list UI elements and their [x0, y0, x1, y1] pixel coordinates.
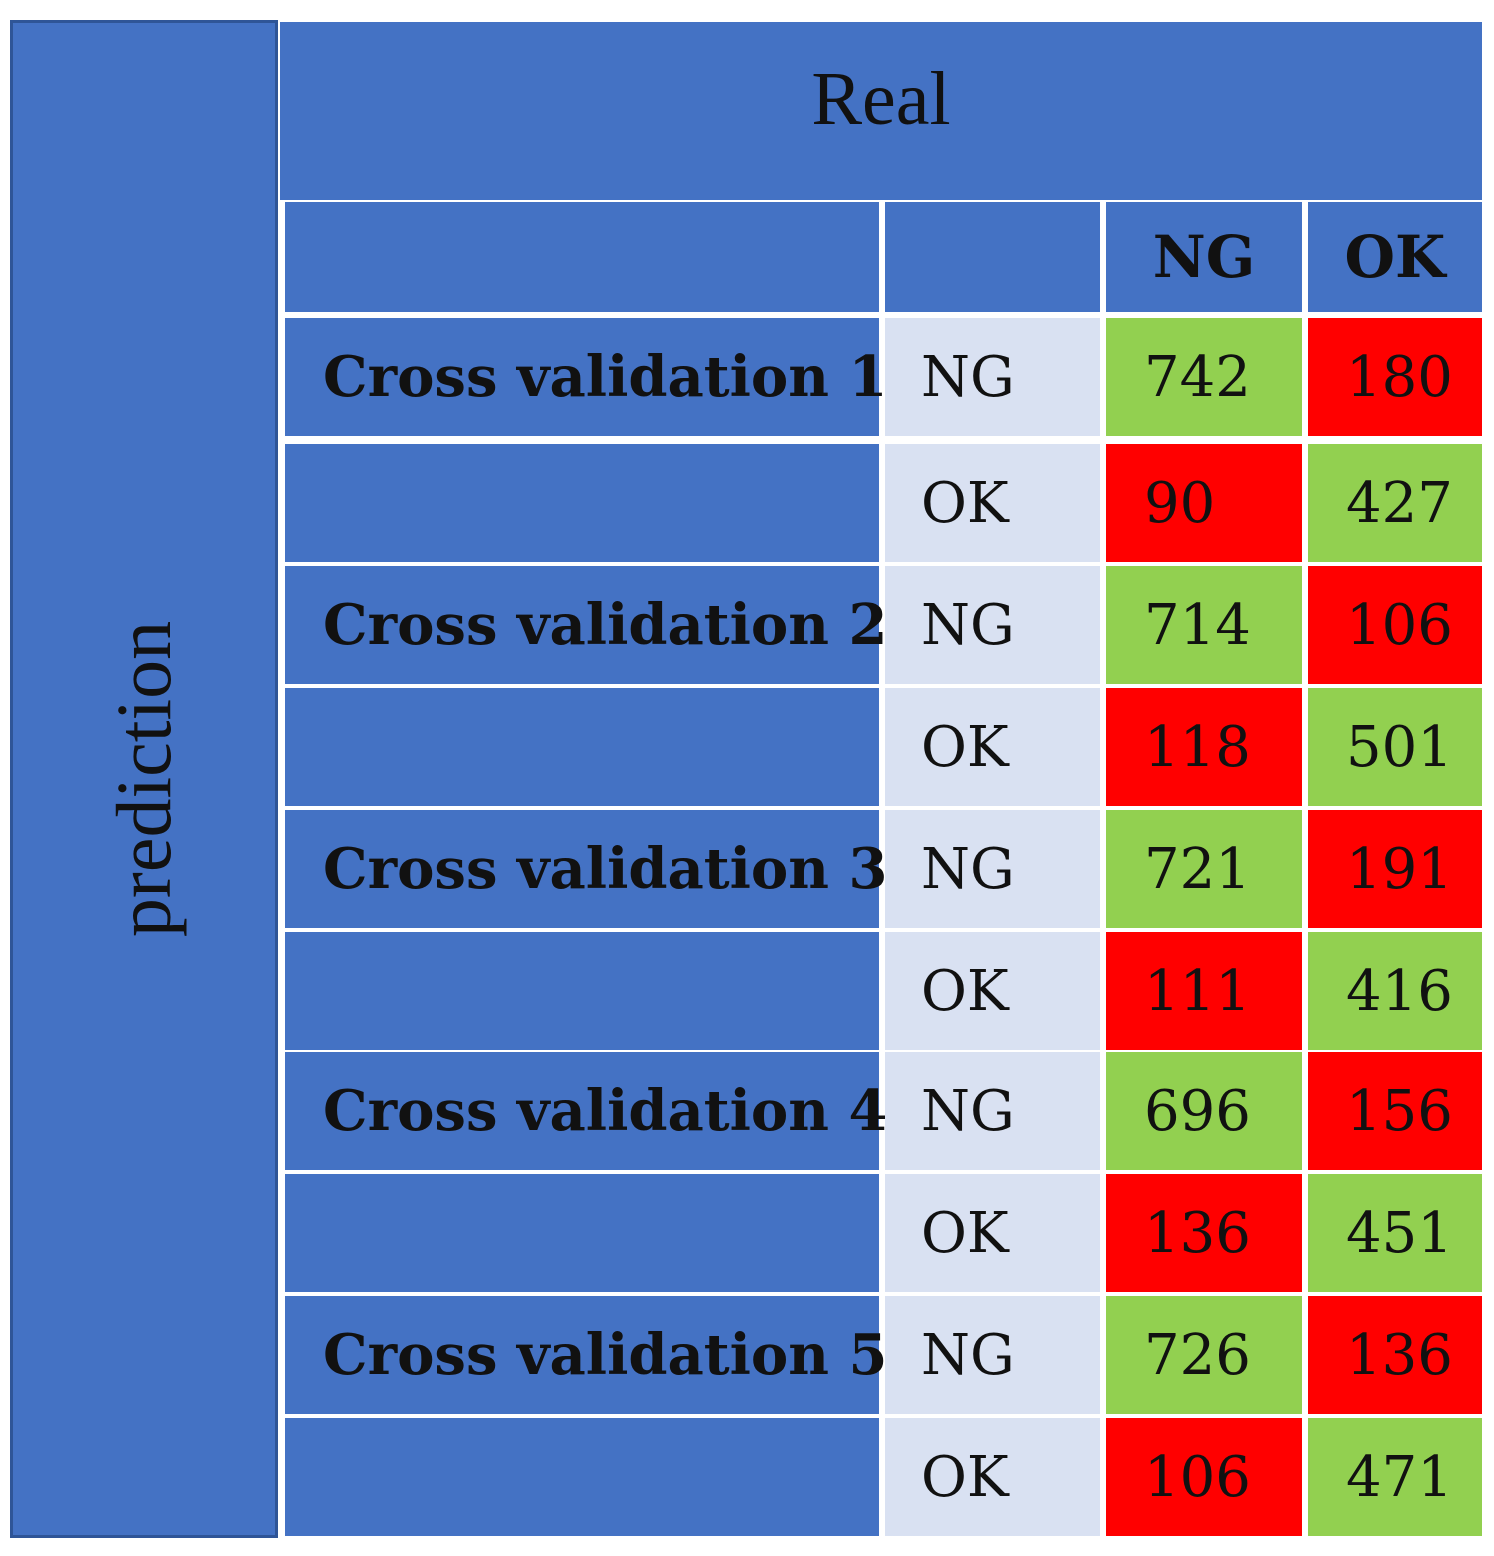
value-cell-incorrect: 118 — [1106, 688, 1302, 806]
value-label: 451 — [1346, 1200, 1453, 1266]
group-label-cell: Cross validation 4 — [285, 1052, 887, 1170]
column-header-ng-label: NG — [1152, 223, 1256, 291]
prediction-label: NG — [921, 344, 1015, 410]
value-label: 136 — [1346, 1322, 1453, 1388]
group-label-cell: Cross validation 3 — [285, 810, 887, 928]
prediction-label-cell: NG — [885, 1052, 1100, 1170]
prediction-label: OK — [921, 1200, 1009, 1266]
value-label: 696 — [1144, 1078, 1251, 1144]
group-label-cell: Cross validation 2 — [285, 566, 887, 684]
value-label: 136 — [1144, 1200, 1251, 1266]
value-label: 714 — [1144, 592, 1251, 658]
value-cell-correct: 721 — [1106, 810, 1302, 928]
group-label: Cross validation 1 — [323, 344, 888, 410]
prediction-label-cell: OK — [885, 1418, 1100, 1536]
prediction-label: OK — [921, 1444, 1009, 1510]
group-label: Cross validation 3 — [323, 836, 888, 902]
value-label: 742 — [1144, 344, 1251, 410]
value-cell-correct: 742 — [1106, 318, 1302, 436]
prediction-label-cell: NG — [885, 318, 1100, 436]
header-blank-cv — [285, 202, 879, 312]
value-cell-correct: 726 — [1106, 1296, 1302, 1414]
prediction-label-cell: OK — [885, 444, 1100, 562]
value-label: 156 — [1346, 1078, 1453, 1144]
prediction-label: NG — [921, 1322, 1015, 1388]
prediction-label: NG — [921, 836, 1015, 902]
prediction-label-cell: OK — [885, 932, 1100, 1050]
prediction-label-cell: NG — [885, 1296, 1100, 1414]
header-blank-pred — [885, 202, 1100, 312]
value-label: 427 — [1346, 470, 1453, 536]
value-cell-correct: 416 — [1308, 932, 1482, 1050]
column-header-ok-label: OK — [1344, 223, 1446, 291]
prediction-label: OK — [921, 470, 1009, 536]
value-cell-incorrect: 136 — [1106, 1174, 1302, 1292]
value-label: 191 — [1346, 836, 1453, 902]
value-label: 721 — [1144, 836, 1251, 902]
value-cell-incorrect: 156 — [1308, 1052, 1482, 1170]
value-label: 111 — [1144, 958, 1251, 1024]
value-label: 471 — [1346, 1444, 1453, 1510]
prediction-label-cell: NG — [885, 566, 1100, 684]
group-label: Cross validation 2 — [323, 592, 888, 658]
group-label: Cross validation 5 — [323, 1322, 888, 1388]
value-label: 416 — [1346, 958, 1453, 1024]
value-cell-correct: 451 — [1308, 1174, 1482, 1292]
value-cell-correct: 427 — [1308, 444, 1482, 562]
prediction-label: OK — [921, 714, 1009, 780]
prediction-axis-label: prediction — [100, 620, 187, 938]
group-label-cell: Cross validation 5 — [285, 1296, 887, 1414]
value-cell-incorrect: 180 — [1308, 318, 1482, 436]
value-cell-correct: 714 — [1106, 566, 1302, 684]
value-cell-incorrect: 136 — [1308, 1296, 1482, 1414]
value-label: 106 — [1144, 1444, 1251, 1510]
group-spacer-cell — [285, 1174, 879, 1292]
value-label: 501 — [1346, 714, 1453, 780]
value-label: 726 — [1144, 1322, 1251, 1388]
prediction-label: OK — [921, 958, 1009, 1024]
prediction-label: NG — [921, 592, 1015, 658]
real-header-label: Real — [811, 56, 951, 141]
prediction-axis-cell: prediction — [10, 20, 278, 1538]
value-cell-incorrect: 106 — [1106, 1418, 1302, 1536]
value-label: 180 — [1346, 344, 1453, 410]
group-spacer-cell — [285, 932, 879, 1050]
value-cell-incorrect: 106 — [1308, 566, 1482, 684]
value-cell-correct: 471 — [1308, 1418, 1482, 1536]
prediction-label: NG — [921, 1078, 1015, 1144]
prediction-label-cell: NG — [885, 810, 1100, 928]
value-cell-correct: 696 — [1106, 1052, 1302, 1170]
group-spacer-cell — [285, 444, 879, 562]
prediction-label-cell: OK — [885, 688, 1100, 806]
value-cell-incorrect: 111 — [1106, 932, 1302, 1050]
value-label: 106 — [1346, 592, 1453, 658]
value-cell-correct: 501 — [1308, 688, 1482, 806]
real-header-cell: Real — [280, 22, 1482, 200]
group-label: Cross validation 4 — [323, 1078, 888, 1144]
column-header-ng: NG — [1106, 202, 1302, 312]
value-cell-incorrect: 191 — [1308, 810, 1482, 928]
group-spacer-cell — [285, 1418, 879, 1536]
value-label: 90 — [1144, 470, 1216, 536]
value-cell-incorrect: 90 — [1106, 444, 1302, 562]
column-header-ok: OK — [1308, 202, 1482, 312]
prediction-label-cell: OK — [885, 1174, 1100, 1292]
group-label-cell: Cross validation 1 — [285, 318, 887, 436]
value-label: 118 — [1144, 714, 1251, 780]
group-spacer-cell — [285, 688, 879, 806]
